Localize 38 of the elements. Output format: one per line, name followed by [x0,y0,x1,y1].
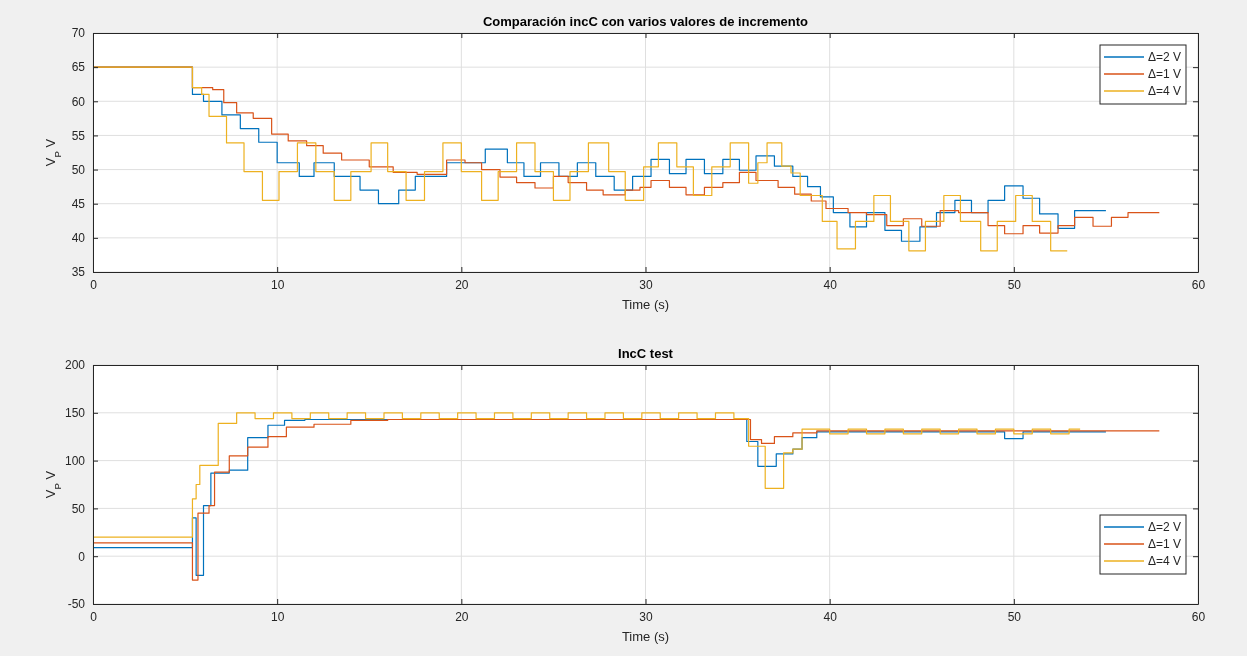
x-tick-label: 60 [1191,277,1206,292]
x-tick-label: 50 [1007,609,1022,624]
legend-label: Δ=2 V [1148,520,1182,534]
y-tick-label: -50 [67,597,86,612]
x-tick-label: 40 [823,609,838,624]
x-tick-label: 30 [639,277,653,292]
x-tick-label: 20 [455,277,469,292]
y-tick-label: 50 [71,501,86,516]
y-tick-label: 100 [64,453,86,468]
y-tick-label: 35 [71,265,86,280]
x-tick-label: 0 [90,277,98,292]
legend-label: Δ=2 V [1148,50,1182,64]
y-tick-label: 70 [71,26,86,41]
y-tick-label: 55 [71,128,86,143]
y-tick-label: 200 [64,358,86,373]
x-tick-label: 20 [455,609,469,624]
legend-label: Δ=1 V [1148,537,1182,551]
x-tick-label: 10 [270,609,285,624]
legend-label: Δ=1 V [1148,67,1182,81]
legend-label: Δ=4 V [1148,554,1182,568]
x-tick-label: 50 [1007,277,1022,292]
x-tick-label: 60 [1191,609,1206,624]
x-tick-label: 0 [90,609,98,624]
y-tick-label: 50 [71,162,86,177]
x-axis-title: Time (s) [621,629,670,644]
chart-title: IncC test [618,346,674,361]
x-tick-label: 10 [270,277,285,292]
y-tick-label: 0 [78,549,86,564]
x-tick-label: 30 [639,609,653,624]
y-tick-label: 60 [71,94,86,109]
y-tick-label: 150 [64,406,86,421]
y-tick-label: 45 [71,197,86,212]
legend-label: Δ=4 V [1148,84,1182,98]
chart-title: Comparación incC con varios valores de incremento [482,14,809,29]
x-tick-label: 40 [823,277,838,292]
x-axis-title: Time (s) [621,297,670,312]
y-tick-label: 40 [71,231,86,246]
y-tick-label: 65 [71,60,86,75]
